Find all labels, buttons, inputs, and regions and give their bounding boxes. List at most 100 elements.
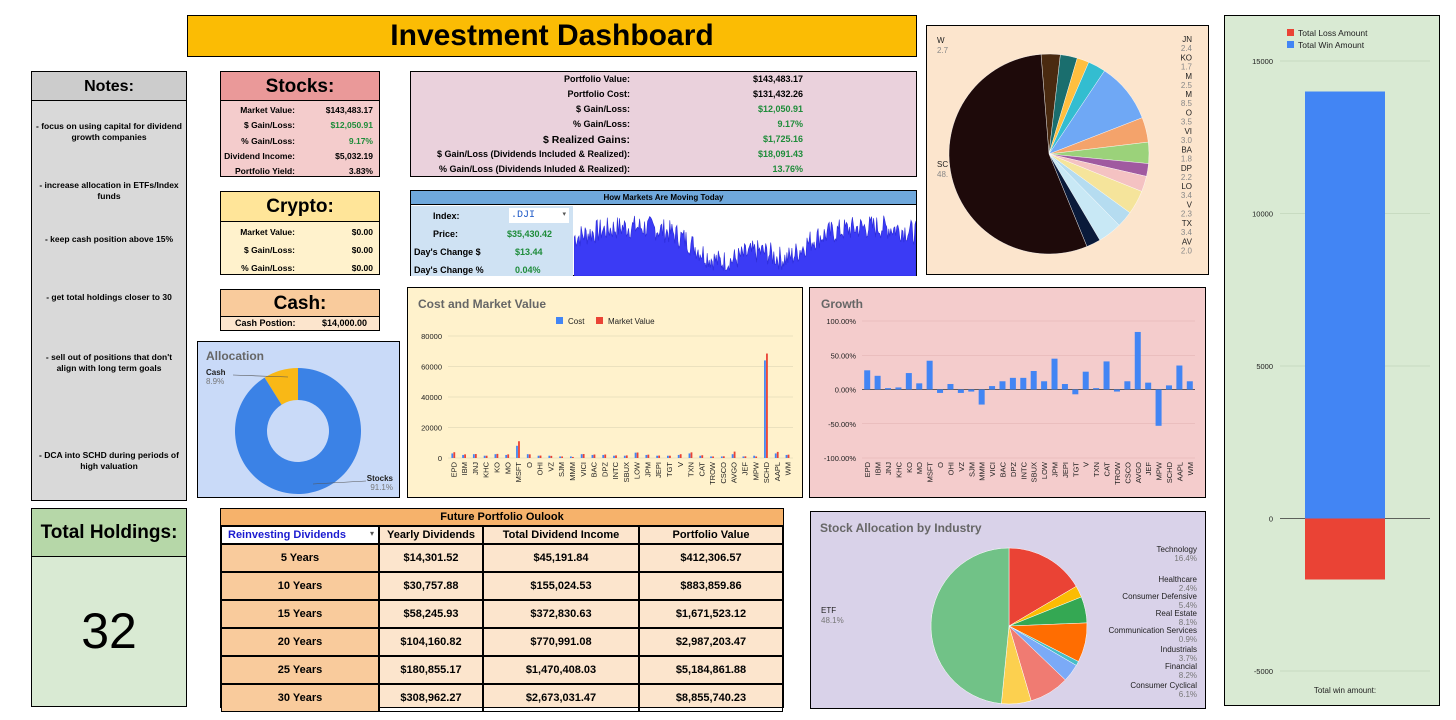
x-tick-label: INTC xyxy=(611,461,620,479)
x-tick-label: MPW xyxy=(1155,461,1164,480)
pie-label: TX xyxy=(1182,219,1193,228)
bar xyxy=(753,455,756,458)
x-tick-label: SBUX xyxy=(1030,462,1039,482)
bar xyxy=(1082,371,1089,390)
page-title: Investment Dashboard xyxy=(390,19,714,52)
x-tick-label: EPD xyxy=(863,461,872,477)
metric-label: Market Value: xyxy=(240,227,295,237)
bar xyxy=(1134,331,1141,390)
donut-slice xyxy=(235,368,361,494)
bar xyxy=(1165,385,1172,390)
x-tick-label: TROW xyxy=(708,461,717,485)
x-tick-label: O xyxy=(525,462,534,468)
day-change-pct-value: 0.04% xyxy=(515,265,541,275)
x-tick-label: CSCO xyxy=(1123,462,1132,484)
y-tick-label: 0.00% xyxy=(835,386,857,395)
bar xyxy=(733,451,736,458)
pie-value: 8.5 xyxy=(1181,99,1193,108)
y-tick-label: 0 xyxy=(438,454,442,463)
pie-label: JN xyxy=(1182,35,1192,44)
pie-label: V xyxy=(1187,201,1193,210)
legend-label: Total Win Amount xyxy=(1298,40,1365,50)
pie-value: 3.0 xyxy=(1181,136,1193,145)
bar xyxy=(569,456,572,458)
bar xyxy=(602,454,605,458)
bar xyxy=(623,455,626,458)
x-tick-label: TXN xyxy=(1092,462,1101,477)
bar xyxy=(462,454,464,458)
pie-label: LO xyxy=(1181,182,1192,191)
table-cell: $8,855,740.23 xyxy=(639,684,783,712)
pie-value: 2.3 xyxy=(1181,210,1193,219)
pie-label: Consumer Cyclical xyxy=(1130,681,1197,690)
x-tick-label: WM xyxy=(1186,462,1195,475)
bar xyxy=(464,454,466,458)
pie-value: 3.4 xyxy=(1181,228,1193,237)
bar xyxy=(625,455,628,458)
bar xyxy=(580,454,583,458)
pie-label: SC xyxy=(937,160,948,169)
pie-value: 8.2% xyxy=(1179,671,1197,680)
bar xyxy=(593,454,596,458)
bar xyxy=(1124,381,1131,390)
bar xyxy=(978,389,985,405)
industry-title: Stock Allocation by Industry xyxy=(820,521,982,535)
bar xyxy=(742,456,745,458)
metric-value: 9.17% xyxy=(348,135,373,146)
x-tick-label: AAPL xyxy=(1175,462,1184,481)
pie-value: 0.9% xyxy=(1179,635,1197,644)
reinvesting-dividends-select[interactable]: Reinvesting Dividends ▾ xyxy=(221,526,379,544)
x-tick-label: LOW xyxy=(1040,461,1049,479)
bar xyxy=(720,456,723,458)
industry-panel: Stock Allocation by Industry Technology 1… xyxy=(810,511,1206,709)
pie-value: 2.0 xyxy=(1181,246,1193,255)
portfolio-metric-label: $ Gain/Loss: xyxy=(575,104,630,114)
pie-label: Financial xyxy=(1165,662,1197,671)
x-tick-label: MO xyxy=(503,462,512,474)
column-header: Portfolio Value xyxy=(639,526,783,544)
metric-label: Dividend Income: xyxy=(224,150,295,161)
pie-value: 2.2 xyxy=(1181,173,1193,182)
holdings-pie-chart: JN2.4KO1.7M2.5M8.5O3.5VI3.0BA1.8DP2.2LO3… xyxy=(937,35,1193,255)
index-select[interactable]: .DJI ▾ xyxy=(509,208,569,223)
legend-label: Market Value xyxy=(608,317,655,326)
notes-panel: Notes: - focus on using capital for divi… xyxy=(31,71,187,501)
allocation-title: Allocation xyxy=(206,349,265,363)
bar xyxy=(505,454,508,458)
bar xyxy=(731,454,734,458)
bar xyxy=(774,453,777,458)
x-tick-label: JNJ xyxy=(471,462,480,475)
win-loss-chart: 15000 10000 5000 0 -5000 Total Loss Amount Tot… xyxy=(1252,28,1430,695)
total-holdings-label: Total Holdings: xyxy=(32,509,186,557)
pie-value: 3.5 xyxy=(1181,118,1193,127)
pie-slice xyxy=(930,547,1010,704)
period-cell: 5 Years xyxy=(221,544,379,572)
pie-label: AV xyxy=(1182,237,1193,246)
legend-label: Cost xyxy=(568,317,585,326)
bar xyxy=(645,454,648,458)
x-tick-label: V xyxy=(1082,462,1091,467)
x-tick-label: EPD xyxy=(449,461,458,477)
bar xyxy=(591,454,594,458)
growth-panel: Growth 100.00% 50.00% 0.00% -50.00% -100.00%… xyxy=(809,287,1206,498)
dashboard-title-banner: Investment Dashboard xyxy=(187,15,917,57)
table-cell: $770,991.08 xyxy=(483,628,639,656)
price-label: Price: xyxy=(433,229,459,239)
table-cell: $180,855.17 xyxy=(379,656,483,684)
metric-value: $5,032.19 xyxy=(335,150,373,161)
column-header: Yearly Dividends xyxy=(379,526,483,544)
portfolio-metric-value: 9.17% xyxy=(777,119,803,129)
portfolio-metric-label: Portfolio Value: xyxy=(563,74,630,84)
pie-label: DP xyxy=(1181,164,1192,173)
x-tick-label: MSFT xyxy=(514,462,523,483)
pie-value: 16.4% xyxy=(1174,554,1197,563)
x-tick-label: TXN xyxy=(687,462,696,477)
bar xyxy=(1093,388,1100,390)
bar xyxy=(874,375,881,390)
day-change-value: $13.44 xyxy=(515,247,543,257)
portfolio-metric-value: $1,725.16 xyxy=(762,134,803,144)
bar xyxy=(1072,389,1079,395)
bar xyxy=(658,455,661,458)
loss-bar xyxy=(1305,518,1385,580)
portfolio-summary-panel: Portfolio Value: $143,483.17 Portfolio Cos… xyxy=(410,71,917,177)
